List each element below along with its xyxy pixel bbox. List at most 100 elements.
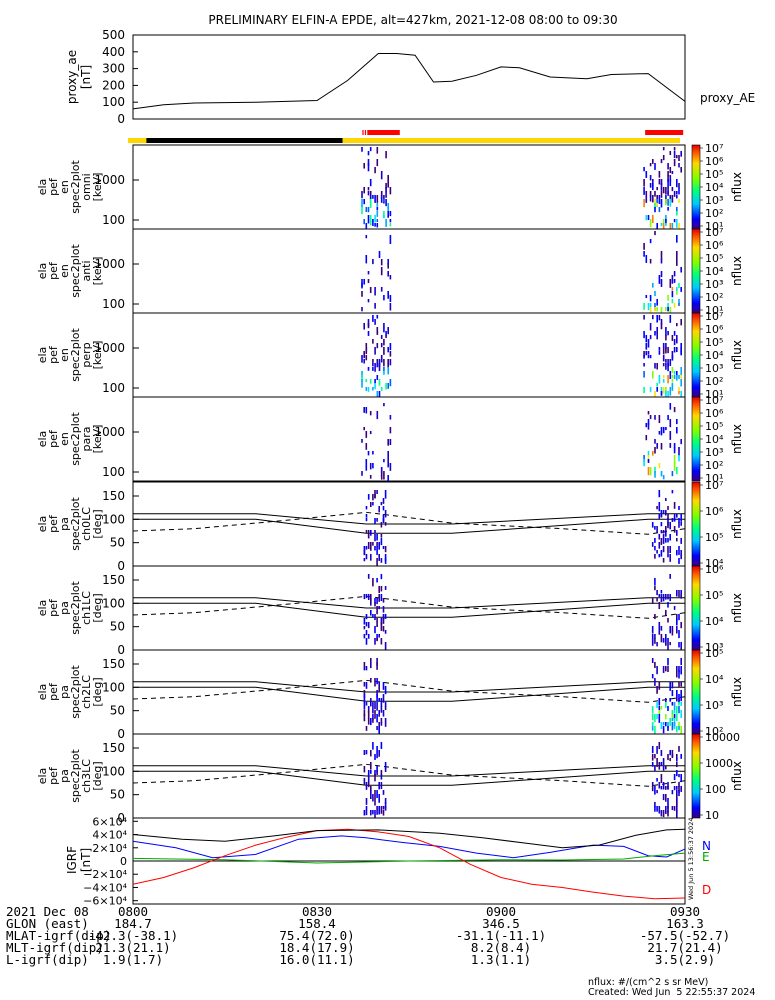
energy-spectrogram-pixel: [652, 283, 654, 288]
energy-spectrogram-pixel: [387, 363, 389, 369]
energy-spectrogram-pixel: [654, 467, 656, 474]
energy-spectrogram-pixel: [383, 471, 385, 480]
energy-spectrogram-pixel: [643, 303, 645, 310]
energy-spectrogram-pixel: [643, 371, 645, 378]
energy-spectrogram-pixel: [660, 427, 663, 436]
pitch-spectrogram-pixel: [665, 666, 667, 672]
energy-spectrogram-pixel: [361, 379, 363, 388]
pitch-spectrogram-pixel: [656, 778, 658, 782]
pitch-spectrogram-pixel: [380, 502, 383, 506]
energy-spectrogram-pixel: [376, 331, 379, 335]
energy-spectrogram-pixel: [671, 379, 674, 383]
energy-ytick-label: 100: [102, 381, 125, 395]
pitch-spectrogram-pixel: [660, 762, 663, 766]
pitch-panel-ylabel-line: [deg]: [91, 677, 104, 706]
energy-spectrogram-pixel: [367, 331, 370, 336]
energy-spectrogram-pixel: [380, 467, 383, 473]
energy-spectrogram-pixel: [669, 359, 672, 366]
pitch-spectrogram-pixel: [384, 614, 387, 619]
pitch-panel-ylabel-line: pef: [47, 514, 60, 533]
energy-spectrogram-pixel: [387, 451, 389, 460]
energy-spectrogram-pixel: [387, 175, 389, 184]
pitch-spectrogram-pixel: [656, 758, 658, 767]
orbit-bar-marker: [362, 130, 364, 135]
pitch-spectrogram-pixel: [658, 514, 661, 519]
pitch-panel-colorbar-label: 10³: [705, 641, 723, 654]
pitch-spectrogram-pixel: [378, 750, 380, 757]
pitch-spectrogram-pixel: [680, 658, 682, 666]
pitch-spectrogram-pixel: [651, 726, 654, 731]
pitch-spectrogram-pixel: [380, 638, 383, 645]
pitch-spectrogram-pixel: [667, 546, 669, 554]
perpendicular-line: [132, 511, 686, 535]
pitch-spectrogram-pixel: [384, 686, 387, 695]
energy-panel-ylabel-line: spec2plot: [69, 160, 82, 214]
energy-spectrogram-pixel: [673, 147, 676, 151]
energy-spectrogram-pixel: [676, 259, 678, 266]
pitch-spectrogram-pixel: [662, 594, 665, 602]
pitch-spectrogram-pixel: [376, 790, 378, 798]
energy-spectrogram-pixel: [363, 279, 365, 285]
energy-spectrogram-pixel: [660, 323, 663, 330]
energy-spectrogram-pixel: [367, 207, 370, 213]
energy-panel-colorbar: [691, 396, 701, 482]
pitch-spectrogram-pixel: [380, 594, 383, 602]
pitch-spectrogram-pixel: [680, 514, 682, 522]
pitch-spectrogram-pixel: [378, 554, 380, 561]
energy-spectrogram-pixel: [660, 251, 663, 260]
energy-spectrogram-pixel: [660, 159, 663, 164]
energy-spectrogram-pixel: [361, 355, 363, 363]
energy-panel-colorbar-label: 10⁶: [705, 407, 724, 420]
pitch-spectrogram-pixel: [669, 750, 671, 756]
pitch-spectrogram-pixel: [673, 502, 676, 509]
energy-spectrogram-pixel: [367, 187, 370, 191]
energy-spectrogram-pixel: [652, 179, 654, 187]
energy-spectrogram-pixel: [669, 307, 672, 316]
pitch-spectrogram-pixel: [367, 622, 370, 629]
energy-spectrogram-pixel: [647, 355, 650, 359]
igrf-ytick-label: −2×10⁴: [83, 868, 127, 881]
pitch-spectrogram-pixel: [376, 754, 378, 759]
energy-spectrogram-pixel: [662, 375, 665, 379]
energy-ytick-label: 100: [102, 297, 125, 311]
pitch-spectrogram-pixel: [680, 554, 682, 560]
energy-spectrogram-pixel: [363, 187, 365, 194]
energy-spectrogram-pixel: [658, 431, 661, 435]
pitch-panel-ylabel-line: spec2plot: [69, 749, 82, 803]
pitch-spectrogram-pixel: [367, 782, 370, 788]
pitch-spectrogram-pixel: [372, 578, 374, 587]
energy-spectrogram-pixel: [658, 275, 661, 284]
igrf-series-total: [132, 828, 686, 849]
pitch-spectrogram-pixel: [676, 690, 678, 698]
pitch-spectrogram-pixel: [676, 706, 678, 714]
pitch-spectrogram-pixel: [673, 722, 676, 728]
energy-spectrogram-pixel: [665, 387, 667, 395]
pitch-spectrogram-pixel: [380, 586, 383, 592]
pitch-spectrogram-pixel: [365, 726, 368, 731]
pitch-spectrogram-pixel: [365, 518, 368, 522]
pitch-spectrogram-pixel: [367, 718, 370, 725]
energy-panel-ylabel-line: en: [58, 432, 71, 446]
energy-panel-ylabel-line: pef: [47, 261, 60, 280]
pitch-spectrogram-pixel: [382, 710, 385, 717]
pitch-spectrogram-pixel: [372, 542, 374, 546]
igrf-series-N: [132, 835, 686, 859]
energy-panel-ylabel-line: anti: [80, 260, 93, 281]
footer-row-label: GLON (east): [6, 916, 89, 931]
pitch-spectrogram-pixel: [678, 642, 680, 648]
energy-spectrogram-pixel: [680, 375, 682, 379]
energy-spectrogram-pixel: [660, 191, 663, 198]
pitch-spectrogram-pixel: [665, 714, 667, 720]
energy-spectrogram-pixel: [673, 331, 676, 336]
energy-spectrogram-pixel: [369, 379, 372, 384]
energy-spectrogram-pixel: [643, 459, 645, 467]
igrf-legend-e: E: [702, 850, 710, 864]
energy-spectrogram-pixel: [643, 243, 645, 250]
pitch-spectrogram-pixel: [660, 530, 663, 534]
pitch-ytick-label: 50: [110, 788, 125, 802]
energy-spectrogram-pixel: [378, 363, 381, 372]
pitch-spectrogram-pixel: [363, 662, 366, 667]
pitch-spectrogram-pixel: [363, 550, 366, 556]
energy-spectrogram-pixel: [671, 471, 674, 477]
